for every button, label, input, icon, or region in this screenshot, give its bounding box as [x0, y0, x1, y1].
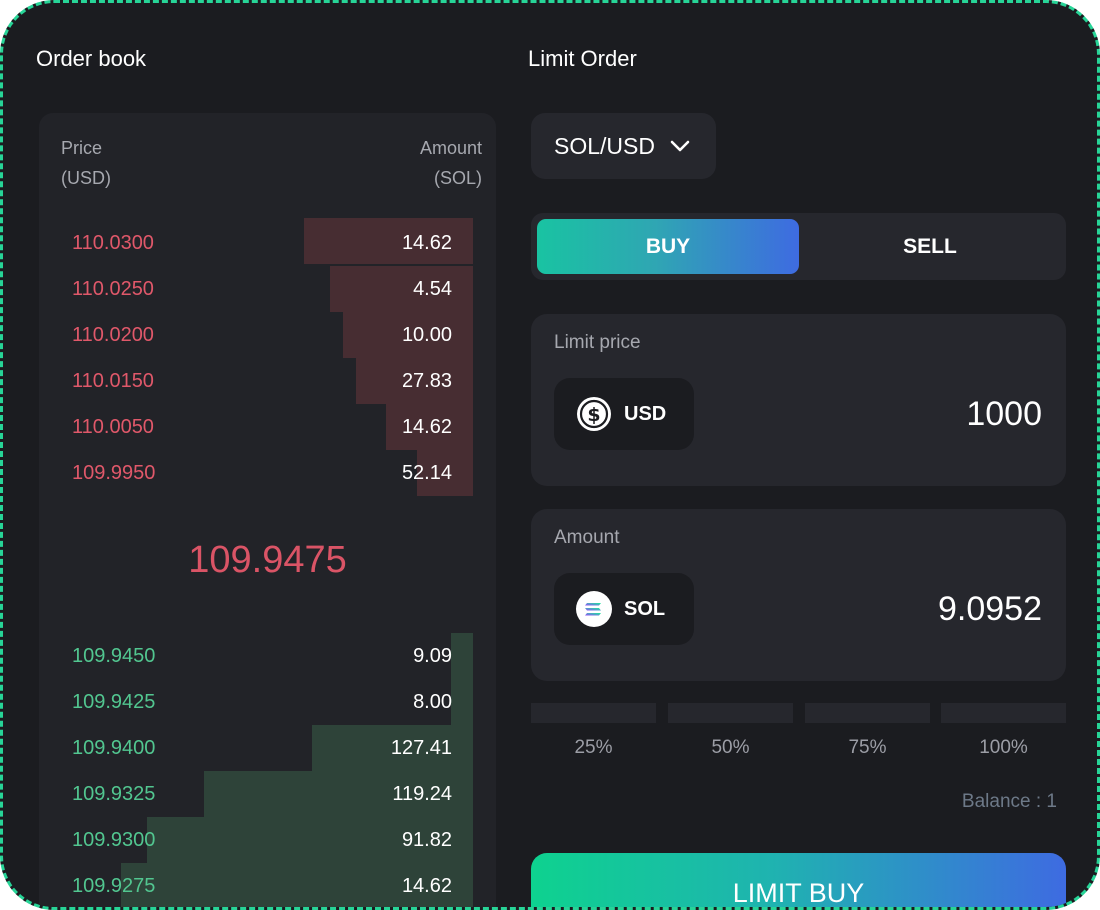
pair-selector[interactable]: SOL/USD: [531, 113, 716, 179]
bid-amount: 8.00: [413, 691, 452, 713]
ask-amount: 14.62: [401, 232, 452, 254]
limit-price-label: Limit price: [554, 332, 641, 353]
bid-order-row[interactable]: 109.9400 127.41: [39, 725, 496, 771]
percent-option-2[interactable]: 50%: [711, 737, 750, 758]
amount-header-label: Amount: [419, 138, 482, 158]
side-toggle: BUY SELL: [531, 213, 1066, 280]
amount-input[interactable]: 9.0952: [938, 590, 1042, 628]
dollar-coin-icon: $: [577, 397, 611, 431]
bid-depth-bar: [312, 725, 473, 771]
usd-token-chip[interactable]: $ USD: [554, 378, 694, 450]
bid-amount: 119.24: [392, 783, 452, 805]
ask-amount: 4.54: [413, 278, 452, 300]
bid-depth-bar: [147, 817, 473, 863]
pair-selector-label: SOL/USD: [554, 132, 655, 159]
bid-depth-bar: [451, 633, 473, 679]
sol-token-chip[interactable]: SOL: [554, 573, 694, 645]
limit-price-field: Limit price $ USD 1000: [531, 314, 1066, 486]
percent-option-3[interactable]: 75%: [848, 737, 887, 758]
balance-text: Balance : 1: [961, 791, 1057, 812]
percent-bar-3[interactable]: [805, 703, 930, 723]
percent-option-1[interactable]: 25%: [574, 737, 613, 758]
bid-amount: 91.82: [401, 829, 452, 851]
limit-order-title: Limit Order: [528, 46, 637, 71]
bid-amount: 127.41: [390, 737, 452, 759]
bid-order-row[interactable]: 109.9450 9.09: [39, 633, 496, 679]
price-column-header: Price (USD): [61, 133, 111, 193]
bid-depth-bar: [451, 679, 473, 725]
sell-tab[interactable]: SELL: [903, 234, 957, 258]
ask-depth-bar: [343, 312, 473, 358]
bid-price: 109.9400: [72, 737, 156, 759]
ask-depth-bar: [417, 450, 473, 496]
ask-order-row[interactable]: 110.0250 4.54: [39, 266, 496, 312]
bid-depth-bar: [121, 863, 473, 907]
ask-amount: 14.62: [401, 416, 452, 438]
percent-bar-4[interactable]: [941, 703, 1066, 723]
ask-order-row[interactable]: 110.0200 10.00: [39, 312, 496, 358]
amount-column-header: Amount (SOL): [420, 133, 482, 193]
buy-tab[interactable]: BUY: [537, 219, 799, 274]
price-header-label: Price: [61, 138, 103, 158]
ask-amount: 10.00: [401, 324, 452, 346]
ask-order-row[interactable]: 110.0300 14.62: [39, 218, 496, 266]
percent-bar-1[interactable]: [531, 703, 656, 723]
ask-depth-bar: [330, 266, 473, 312]
ask-depth-bar: [304, 218, 473, 264]
amount-field: Amount SOL 9.0952: [531, 509, 1066, 681]
percent-bar-2[interactable]: [668, 703, 793, 723]
price-header-unit: (USD): [61, 168, 111, 188]
ask-price: 110.0250: [72, 278, 154, 300]
ask-order-row[interactable]: 110.0150 27.83: [39, 358, 496, 404]
order-book-panel: Price (USD) Amount (SOL) 110.0300 14.62 11…: [39, 113, 496, 907]
bid-amount: 9.09: [413, 645, 452, 667]
chevron-down-icon: [670, 140, 690, 152]
solana-icon: [576, 591, 612, 627]
usd-token-label: USD: [624, 402, 667, 425]
bid-price: 109.9275: [72, 875, 156, 897]
limit-price-input[interactable]: 1000: [966, 395, 1042, 433]
amount-header-unit: (SOL): [433, 168, 482, 188]
ask-price: 110.0200: [72, 324, 154, 346]
ask-depth-bar: [386, 404, 473, 450]
bid-order-row[interactable]: 109.9300 91.82: [39, 817, 496, 863]
ask-depth-bar: [356, 358, 473, 404]
sol-token-label: SOL: [624, 597, 666, 620]
limit-buy-button[interactable]: LIMIT BUY: [531, 853, 1066, 907]
mid-market-price: 109.9475: [188, 539, 347, 581]
ask-price: 110.0300: [72, 232, 154, 254]
ask-amount: 52.14: [401, 462, 452, 484]
bid-order-row[interactable]: 109.9275 14.62: [39, 863, 496, 907]
svg-text:$: $: [587, 404, 600, 426]
ask-order-row[interactable]: 110.0050 14.62: [39, 404, 496, 450]
bid-price: 109.9300: [72, 829, 156, 851]
ask-price: 109.9950: [72, 462, 156, 484]
bid-price: 109.9325: [72, 783, 156, 805]
bid-price: 109.9450: [72, 645, 156, 667]
order-book-title: Order book: [36, 46, 147, 71]
percent-option-4[interactable]: 100%: [979, 737, 1028, 758]
bid-amount: 14.62: [401, 875, 452, 897]
bid-order-row[interactable]: 109.9425 8.00: [39, 679, 496, 725]
amount-label: Amount: [554, 527, 620, 548]
bid-price: 109.9425: [72, 691, 156, 713]
ask-amount: 27.83: [401, 370, 452, 392]
ask-price: 110.0150: [72, 370, 154, 392]
ask-price: 110.0050: [72, 416, 154, 438]
bid-order-row[interactable]: 109.9325 119.24: [39, 771, 496, 817]
ask-order-row[interactable]: 109.9950 52.14: [39, 450, 496, 496]
bid-depth-bar: [204, 771, 473, 817]
